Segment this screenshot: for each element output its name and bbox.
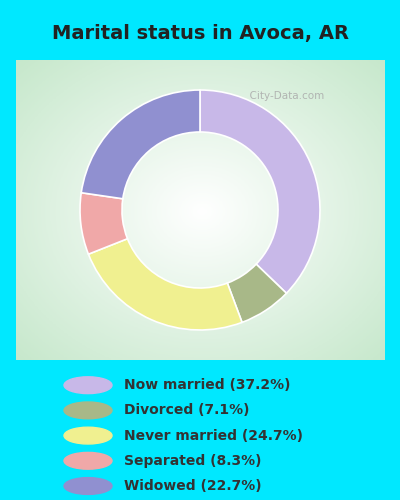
Wedge shape bbox=[81, 90, 200, 199]
Circle shape bbox=[64, 402, 112, 419]
Circle shape bbox=[64, 478, 112, 494]
Text: Divorced (7.1%): Divorced (7.1%) bbox=[124, 404, 250, 417]
Circle shape bbox=[64, 427, 112, 444]
Text: Separated (8.3%): Separated (8.3%) bbox=[124, 454, 262, 468]
Wedge shape bbox=[88, 238, 242, 330]
Wedge shape bbox=[80, 192, 128, 254]
Text: Widowed (22.7%): Widowed (22.7%) bbox=[124, 479, 262, 493]
Text: City-Data.com: City-Data.com bbox=[243, 91, 325, 101]
Wedge shape bbox=[227, 264, 286, 322]
Circle shape bbox=[64, 377, 112, 394]
Text: Never married (24.7%): Never married (24.7%) bbox=[124, 428, 303, 442]
Circle shape bbox=[64, 452, 112, 469]
Text: Now married (37.2%): Now married (37.2%) bbox=[124, 378, 290, 392]
Text: Marital status in Avoca, AR: Marital status in Avoca, AR bbox=[52, 24, 348, 42]
Wedge shape bbox=[200, 90, 320, 293]
